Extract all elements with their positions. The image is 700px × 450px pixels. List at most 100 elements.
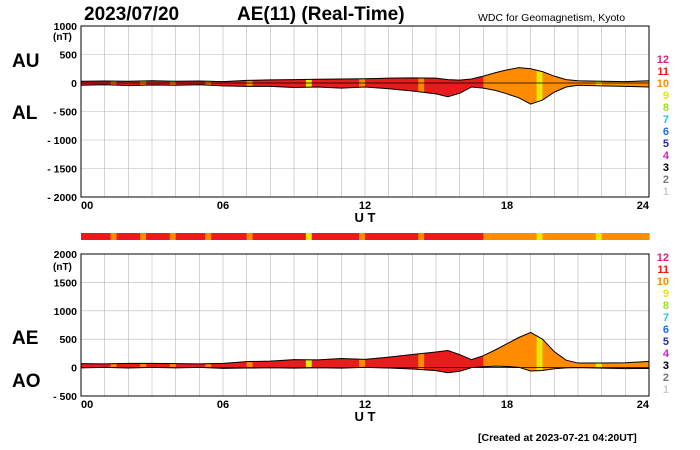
area-segment <box>388 67 396 105</box>
area-segment <box>246 332 254 373</box>
band-segment <box>631 233 638 240</box>
x-tick-label: 12 <box>359 399 371 411</box>
area-segment <box>453 67 461 105</box>
area-segment <box>542 67 550 105</box>
band-segment <box>477 233 484 240</box>
area-segment <box>637 332 644 373</box>
station-count-label: 7 <box>663 312 669 324</box>
area-segment <box>548 67 555 105</box>
area-segment <box>264 67 271 105</box>
band-segment <box>459 233 467 240</box>
x-axis-label: U T <box>355 210 376 225</box>
band-segment <box>157 233 165 240</box>
station-count-label: 6 <box>663 126 669 138</box>
area-segment <box>418 67 425 105</box>
area-segment <box>258 67 266 105</box>
area-segment <box>459 332 467 373</box>
band-segment <box>542 233 550 240</box>
area-segment <box>234 332 242 373</box>
band-segment <box>489 233 496 240</box>
station-count-label: 11 <box>657 264 669 276</box>
band-segment <box>181 233 189 240</box>
area-segment <box>376 332 384 373</box>
station-count-label: 9 <box>663 288 669 300</box>
band-segment <box>110 233 118 240</box>
data-source: WDC for Geomagnetism, Kyoto <box>478 12 626 24</box>
area-segment <box>317 67 325 105</box>
station-count-label: 5 <box>663 336 669 348</box>
area-segment <box>294 332 301 373</box>
band-segment <box>619 233 626 240</box>
area-segment <box>430 332 437 373</box>
area-segment <box>477 332 484 373</box>
area-segment <box>323 67 331 105</box>
station-count-band <box>81 233 650 240</box>
area-segment <box>424 332 431 373</box>
band-segment <box>548 233 555 240</box>
area-segment <box>335 67 342 105</box>
area-segment <box>228 332 236 373</box>
x-tick-label: 24 <box>637 200 650 212</box>
area-segment <box>589 332 597 373</box>
area-segment <box>400 332 408 373</box>
area-segment <box>453 332 461 373</box>
x-tick-label: 18 <box>501 200 513 212</box>
band-segment <box>299 233 307 240</box>
area-segment <box>566 67 573 105</box>
area-segment <box>441 332 449 373</box>
area-segment <box>299 67 307 105</box>
area-segment <box>400 67 408 105</box>
area-segment <box>146 332 153 373</box>
area-segment <box>86 332 94 373</box>
area-segment <box>436 67 443 105</box>
band-segment <box>288 233 295 240</box>
y-tick-label: 0 <box>71 78 77 90</box>
station-count-label: 11 <box>657 66 669 78</box>
y-tick-label: - 1000 <box>47 135 77 147</box>
area-segment <box>489 67 496 105</box>
area-segment <box>512 332 520 373</box>
band-segment <box>175 233 183 240</box>
area-segment <box>560 332 567 373</box>
area-segment <box>566 332 573 373</box>
band-segment <box>317 233 325 240</box>
area-segment <box>483 67 490 105</box>
band-segment <box>353 233 360 240</box>
band-segment <box>583 233 591 240</box>
area-segment <box>495 67 502 105</box>
area-segment <box>382 67 390 105</box>
band-segment <box>507 233 514 240</box>
band-segment <box>92 233 100 240</box>
band-segment <box>524 233 532 240</box>
area-segment <box>211 332 218 373</box>
area-segment <box>152 332 159 373</box>
area-segment <box>607 332 615 373</box>
area-segment <box>412 332 419 373</box>
series-line-ae <box>80 331 650 365</box>
area-segment <box>406 67 413 105</box>
band-segment <box>572 233 579 240</box>
area-segment <box>637 67 644 105</box>
created-timestamp: [Created at 2023-07-21 04:20UT] <box>478 432 637 444</box>
band-segment <box>252 233 260 240</box>
area-segment <box>595 332 603 373</box>
area-segment <box>223 332 230 373</box>
y-tick-label: - 500 <box>53 107 77 119</box>
ae-label: AE <box>12 328 39 349</box>
band-segment <box>388 233 396 240</box>
area-segment <box>548 332 555 373</box>
station-count-label: 3 <box>663 162 669 174</box>
y-tick-label: 1500 <box>54 277 78 289</box>
area-segment <box>465 332 473 373</box>
area-segment <box>329 332 337 373</box>
plot-frame <box>80 253 650 397</box>
band-segment <box>86 233 94 240</box>
area-segment <box>258 332 266 373</box>
area-segment <box>169 332 177 373</box>
area-segment <box>465 67 473 105</box>
area-segment <box>140 332 147 373</box>
area-segment <box>276 67 283 105</box>
area-segment <box>175 332 183 373</box>
